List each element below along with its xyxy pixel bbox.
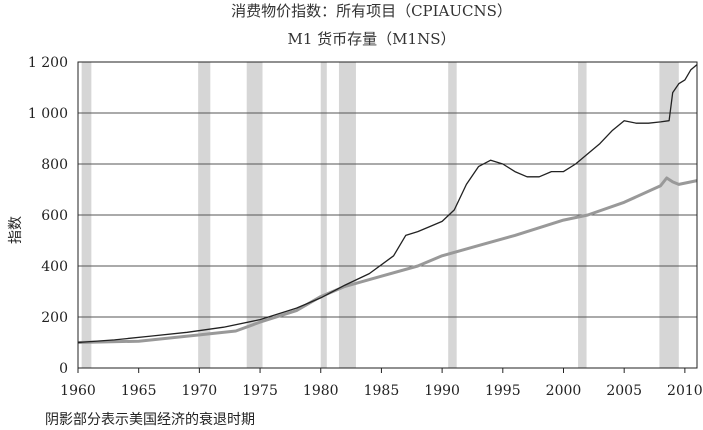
y-tick-label-2: 400: [41, 259, 68, 275]
x-tick-label-5: 1985: [364, 383, 400, 399]
plot-frame: [77, 61, 698, 369]
axes-group: 0 200 400 600 800 1 000 1 200 1960 1965 1970 1975 1…: [28, 55, 703, 399]
y-tick-label-4: 800: [41, 157, 68, 173]
y-axis-label: 指数: [8, 216, 24, 244]
x-tick-label-3: 1975: [242, 383, 278, 399]
x-tick-label-1: 1965: [121, 383, 157, 399]
x-tick-label-6: 1990: [424, 383, 460, 399]
series-group: [77, 64, 698, 344]
chart-title: 消费物价指数：所有项目（CPIAUCNS）: [231, 2, 512, 20]
x-tick-label-10: 2010: [667, 383, 703, 399]
x-tick-label-2: 1970: [182, 383, 218, 399]
series-line-cpiaucns: [77, 176, 698, 344]
series-line-m1ns: [77, 64, 698, 344]
y-tick-label-1: 200: [41, 310, 68, 326]
x-tick-label-8: 2000: [546, 383, 582, 399]
chart-subtitle: M1 货币存量（M1NS）: [287, 30, 456, 48]
y-tick-label-0: 0: [59, 361, 68, 377]
x-tick-label-9: 2005: [606, 383, 642, 399]
recession-note: 阴影部分表示美国经济的衰退时期: [45, 412, 255, 428]
x-tick-label-0: 1960: [60, 383, 96, 399]
y-tick-label-6: 1 200: [28, 55, 68, 71]
x-tick-label-7: 1995: [485, 383, 521, 399]
y-tick-label-3: 600: [41, 208, 68, 224]
gridlines-group: [78, 61, 697, 318]
x-tick-label-4: 1980: [303, 383, 339, 399]
y-tick-label-5: 1 000: [28, 106, 68, 122]
